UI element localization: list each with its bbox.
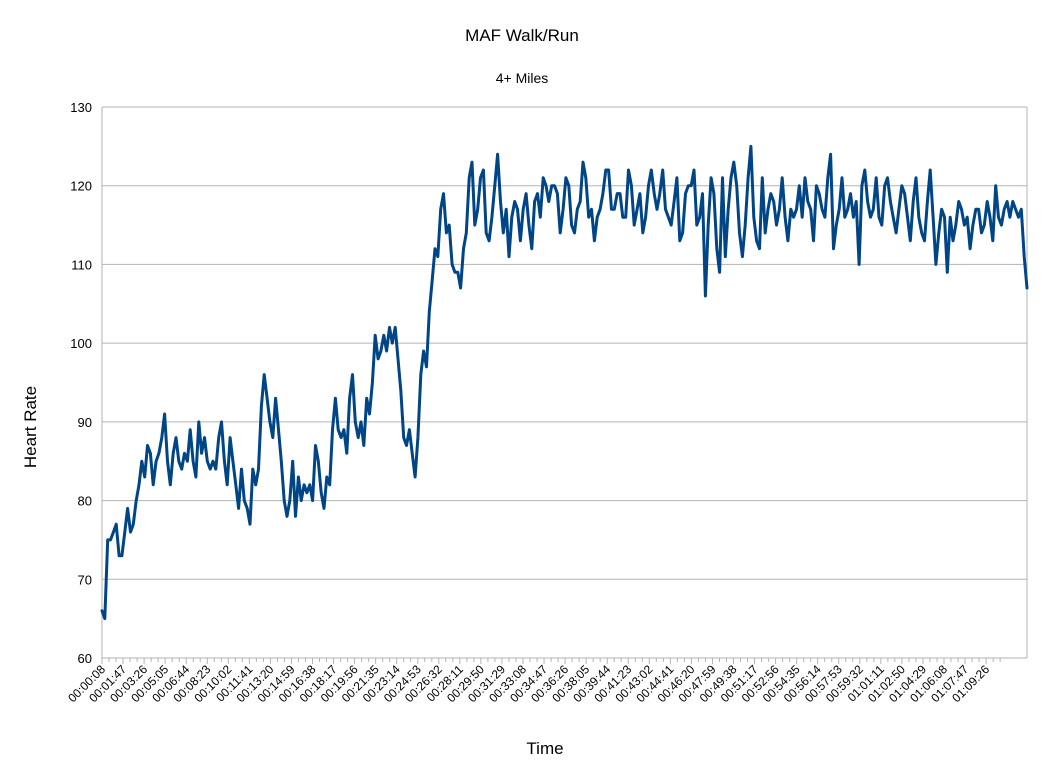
y-tick-label: 70 xyxy=(78,572,92,587)
y-tick-label: 120 xyxy=(70,179,92,194)
chart-subtitle: 4+ Miles xyxy=(496,70,549,86)
y-tick-label: 110 xyxy=(71,257,92,272)
y-axis-title: Heart Rate xyxy=(21,386,40,468)
y-tick-label: 100 xyxy=(70,336,92,351)
y-tick-label: 90 xyxy=(78,415,92,430)
y-tick-label: 80 xyxy=(78,494,92,509)
y-tick-label: 60 xyxy=(78,651,92,666)
x-axis-title: Time xyxy=(526,739,563,758)
chart-title: MAF Walk/Run xyxy=(465,26,579,45)
heart-rate-series-line xyxy=(100,144,1029,621)
y-tick-label: 130 xyxy=(70,100,92,115)
